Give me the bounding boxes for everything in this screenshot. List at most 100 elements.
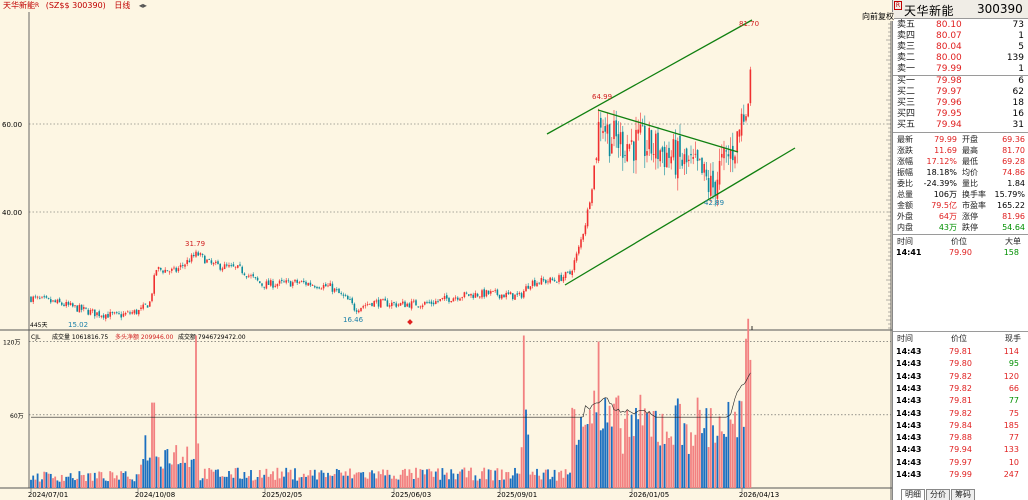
header-time: 时间	[897, 237, 913, 246]
candle-body	[659, 150, 661, 162]
volume-bar	[503, 479, 505, 488]
volume-bar	[577, 439, 580, 488]
candle-body	[325, 284, 327, 287]
candle-body	[215, 261, 217, 263]
candle-body	[472, 294, 474, 298]
candle-body	[34, 296, 37, 298]
candle-body	[571, 270, 573, 275]
tab-detail[interactable]: 明细	[901, 489, 925, 500]
volume-bar	[302, 473, 305, 488]
volume-bar	[87, 473, 90, 488]
sell-order-row: 卖四 80.07 1	[893, 31, 1028, 42]
volume-bar	[679, 403, 681, 488]
volume-bar	[514, 467, 516, 488]
volume-bar	[217, 469, 219, 488]
candle-body	[404, 301, 406, 308]
candle-body	[540, 278, 543, 285]
stat-label: 均价	[962, 168, 978, 177]
stat-label: 涨幅	[897, 157, 913, 166]
kline-chart[interactable]: 60.00 40.00 31.79 15.02 16.46 64.99 42.89 81.70…	[0, 12, 892, 500]
candle-body	[371, 303, 373, 306]
candle-body	[430, 301, 433, 304]
title-stock-name: 天华新能	[3, 1, 35, 10]
volume-bar	[254, 479, 257, 488]
volume-bar	[749, 359, 752, 488]
order-label: 买四	[897, 109, 916, 119]
tab-chips[interactable]: 筹码	[951, 489, 975, 500]
candle-body	[747, 103, 749, 117]
candle-body	[102, 315, 105, 318]
tab-price[interactable]: 分价	[926, 489, 950, 500]
candle-body	[333, 288, 336, 292]
order-volume: 18	[1012, 98, 1024, 108]
volume-bar	[236, 467, 239, 488]
candle-body	[76, 305, 78, 312]
candle-body	[492, 290, 494, 292]
volume-bar	[239, 478, 241, 488]
candle-body	[626, 144, 628, 162]
volume-bar	[250, 470, 252, 488]
volume-bar	[192, 458, 195, 488]
volume-bar	[643, 408, 646, 488]
stat-value: 74.86	[1002, 168, 1025, 177]
candle-body	[663, 146, 666, 168]
candle-body	[606, 124, 609, 134]
volume-bar	[58, 481, 61, 488]
volume-bar	[109, 471, 112, 488]
tick-volume: 77	[1008, 396, 1019, 406]
volume-bar	[331, 475, 334, 488]
candle-body	[393, 302, 395, 303]
volume-bar	[91, 480, 94, 488]
candle-body	[452, 298, 455, 302]
stat-label: 换手率	[962, 190, 986, 199]
candle-body	[276, 284, 279, 287]
tick-time: 14:43	[896, 396, 922, 406]
volume-bar	[540, 479, 543, 488]
stat-label: 最高	[962, 146, 978, 155]
volume-bar	[82, 474, 85, 488]
sell-order-row: 卖三 80.04 5	[893, 42, 1028, 53]
order-volume: 73	[1012, 20, 1024, 30]
candle-body	[168, 271, 171, 273]
volume-bar	[580, 416, 582, 488]
candle-body	[54, 300, 56, 303]
candle-body	[278, 280, 281, 284]
tick-row: 14:43 79.88 77	[893, 432, 1028, 444]
candle-body	[646, 151, 648, 156]
candle-body	[551, 278, 554, 281]
stat-value: 15.79%	[994, 190, 1025, 199]
period-arrows-icon[interactable]: ◂▸	[138, 1, 147, 10]
volume-bar	[175, 445, 178, 488]
volume-bar	[300, 477, 303, 488]
adjust-button[interactable]: 向前复权	[862, 12, 894, 21]
volume-bar	[126, 476, 129, 488]
title-period[interactable]: 日线	[114, 1, 131, 10]
candle-body	[490, 291, 492, 294]
candle-body	[512, 293, 514, 300]
stat-row: 内盘 43万 跌停 54.64	[893, 222, 1028, 233]
volume-bar	[432, 476, 435, 488]
stats-divider	[893, 132, 1028, 133]
price-tick-label: 60.00	[2, 121, 22, 129]
candle-body	[406, 303, 408, 307]
candle-body	[239, 264, 241, 266]
candle-body	[476, 293, 479, 297]
candle-body	[743, 114, 745, 122]
candle-body	[608, 124, 611, 157]
volume-bar	[52, 478, 54, 488]
volume-bar	[375, 478, 378, 488]
volume-bar	[670, 436, 673, 488]
triangle-top-line	[597, 109, 739, 153]
candle-body	[712, 170, 714, 188]
volume-bar	[443, 474, 446, 488]
stat-value: 79.5亿	[931, 201, 957, 210]
candle-body	[263, 286, 265, 288]
candle-body	[184, 264, 186, 267]
volume-bar	[283, 476, 285, 488]
stat-label: 涨跌	[897, 146, 913, 155]
candle-body	[294, 279, 296, 282]
volume-bar	[327, 472, 329, 488]
order-volume: 139	[1006, 53, 1024, 63]
candle-body	[703, 163, 705, 173]
volume-bar	[168, 463, 171, 488]
